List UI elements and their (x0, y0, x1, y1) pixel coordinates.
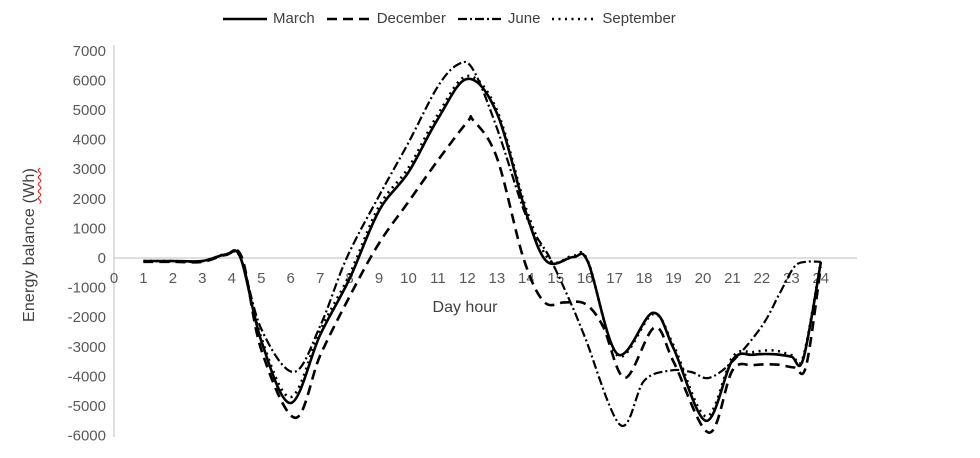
dashed-line-icon (326, 16, 372, 22)
legend-item-september: September (551, 8, 676, 30)
y-tick-label: 2000 (73, 191, 106, 208)
x-tick-label: 11 (430, 270, 446, 287)
series-line-december (143, 115, 823, 434)
x-tick-label: 10 (400, 270, 417, 287)
legend-label: December (376, 10, 446, 27)
x-tick-label: 1 (139, 270, 147, 287)
x-tick-label: 22 (754, 270, 771, 287)
y-axis-title-text: Energy balance (21, 203, 38, 323)
dotted-line-icon (551, 16, 597, 22)
x-tick-label: 12 (459, 270, 476, 287)
x-tick-label: 17 (606, 270, 623, 287)
x-tick-label: 2 (169, 270, 177, 287)
x-tick-label: 15 (547, 270, 564, 287)
series-line-september (143, 74, 823, 418)
x-tick-label: 6 (287, 270, 295, 287)
chart-legend: March December June September (222, 8, 676, 30)
x-tick-label: 21 (724, 270, 741, 287)
legend-item-june: June (457, 8, 541, 30)
y-tick-label: 6000 (73, 72, 106, 89)
x-tick-label: 4 (228, 270, 236, 287)
y-tick-label: -1000 (68, 280, 106, 297)
y-tick-label: -6000 (68, 428, 106, 445)
dashdot-line-icon (457, 16, 503, 22)
x-tick-label: 16 (577, 270, 594, 287)
x-tick-label: 14 (518, 270, 535, 287)
y-tick-label: 1000 (73, 220, 106, 237)
legend-item-march: March (222, 8, 315, 30)
series-line-june (143, 60, 821, 427)
x-tick-label: 3 (198, 270, 206, 287)
x-tick-label: 9 (375, 270, 383, 287)
x-tick-label: 23 (783, 270, 800, 287)
legend-label: June (507, 10, 541, 27)
legend-label: September (602, 10, 676, 27)
x-tick-label: 19 (665, 270, 682, 287)
y-tick-label: -2000 (68, 309, 106, 326)
x-tick-label: 5 (257, 270, 265, 287)
y-tick-label: -5000 (68, 398, 106, 415)
x-tick-label: 0 (110, 270, 118, 287)
x-tick-label: 20 (695, 270, 712, 287)
x-tick-label: 13 (489, 270, 506, 287)
y-tick-label: 3000 (73, 161, 106, 178)
legend-label: March (273, 10, 315, 27)
y-tick-label: 5000 (73, 102, 106, 119)
y-tick-label: -4000 (68, 368, 106, 385)
y-tick-label: 7000 (73, 43, 106, 60)
y-tick-label: 0 (98, 250, 106, 267)
y-axis-title-wavy-text: (Wh) (21, 167, 38, 204)
x-tick-label: 18 (636, 270, 653, 287)
x-axis-title: Day hour (433, 299, 499, 316)
solid-line-icon (222, 16, 268, 22)
y-tick-label: -3000 (68, 339, 106, 356)
x-tick-label: 24 (812, 270, 829, 287)
legend-item-december: December (326, 8, 446, 30)
y-tick-label: 4000 (73, 132, 106, 149)
x-tick-label: 7 (316, 270, 324, 287)
